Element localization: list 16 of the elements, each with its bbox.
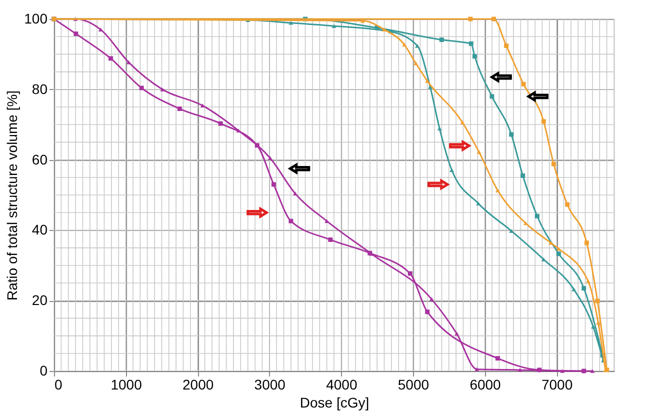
y-tick-label: 80	[32, 80, 48, 97]
x-tick-label: 1000	[110, 376, 142, 392]
x-tick-label: 3000	[254, 376, 286, 392]
x-tick-label: 6000	[470, 376, 502, 392]
x-tick-label: 7000	[541, 376, 573, 392]
x-tick-label: 4000	[326, 376, 358, 392]
y-tick-label: 60	[32, 151, 48, 168]
x-tick-label: 2000	[182, 376, 214, 392]
y-tick-label: 0	[40, 362, 48, 378]
x-tick-label: 0	[54, 376, 62, 392]
y-tick-label: 20	[32, 292, 48, 308]
y-tick-label: 40	[32, 222, 48, 238]
y-axis-title: Ratio of total structure volume [%]	[4, 90, 20, 301]
x-tick-label: 5000	[398, 376, 430, 392]
y-tick-label: 100	[24, 10, 48, 26]
x-axis-title: Dose [cGy]	[300, 394, 370, 410]
